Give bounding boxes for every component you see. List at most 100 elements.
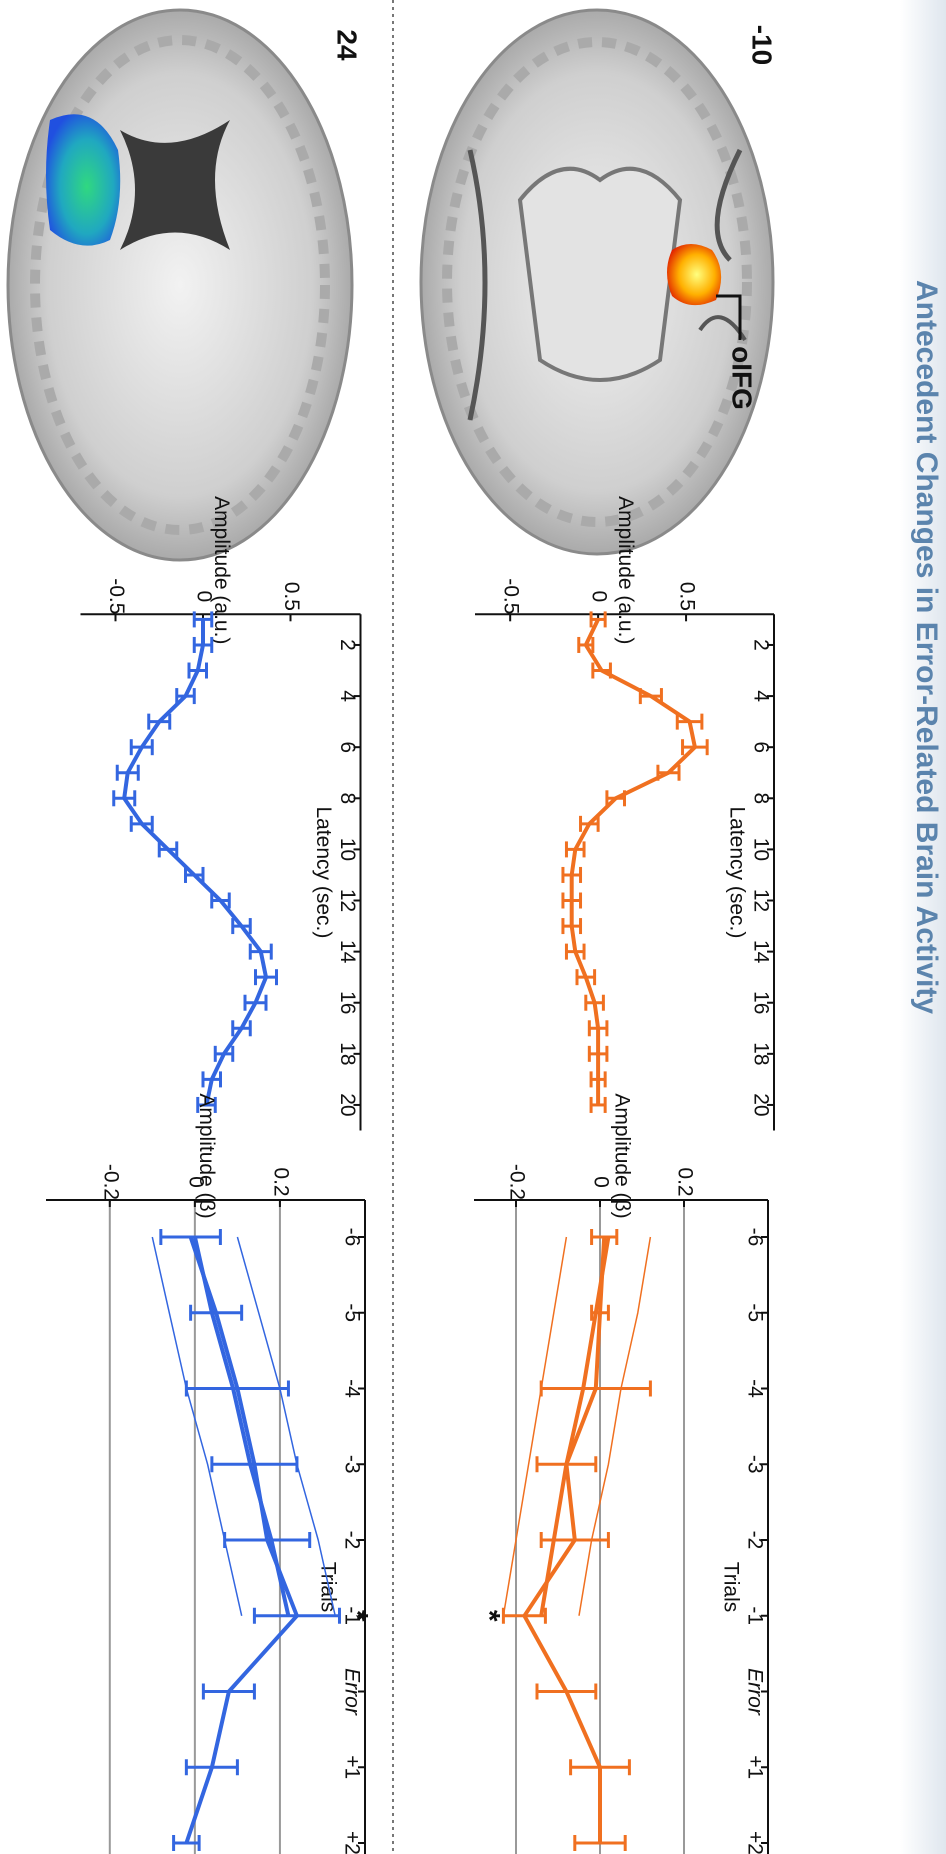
error-bar <box>681 739 709 756</box>
error-bar <box>192 636 214 653</box>
error-bar <box>159 1229 222 1245</box>
y-tick-label: 0.5 <box>676 582 699 611</box>
error-bar <box>564 841 586 858</box>
error-bar <box>577 636 595 653</box>
series-line <box>569 618 697 1105</box>
x-tick-label: 4 <box>336 690 359 702</box>
series-line <box>539 1236 611 1617</box>
title-strip <box>900 0 946 1854</box>
x-tick-label: 2 <box>749 639 772 651</box>
y-tick-label: 0 <box>588 590 611 602</box>
x-tick-label: 14 <box>749 940 772 964</box>
series-line <box>192 1236 291 1617</box>
x-tick-label: -2 <box>340 1531 363 1550</box>
x-tick-label: 4 <box>749 690 772 702</box>
x-tick-label: 10 <box>749 838 772 861</box>
error-bar <box>231 1020 252 1037</box>
x-tick-label: -5 <box>743 1303 766 1322</box>
error-bar <box>575 969 597 986</box>
x-tick-label: 6 <box>749 741 772 753</box>
error-bar <box>210 892 231 909</box>
x-tick-label: 8 <box>336 792 359 804</box>
error-bar <box>656 764 681 781</box>
error-bar <box>129 815 154 832</box>
activation-blob <box>46 114 121 246</box>
error-bar <box>535 1683 598 1700</box>
error-bar <box>589 611 607 628</box>
x-tick-label: 10 <box>336 838 359 861</box>
x-tick-label: -5 <box>340 1303 363 1322</box>
error-bar <box>561 918 583 935</box>
y-tick-label: -0.2 <box>505 1164 528 1200</box>
error-bar <box>590 1229 619 1245</box>
error-bar <box>587 1020 609 1037</box>
error-bar <box>201 1071 222 1088</box>
error-bar <box>129 739 154 756</box>
x-tick-label: 2 <box>336 639 359 651</box>
x-tick-label: 6 <box>336 741 359 753</box>
error-bar <box>561 866 583 883</box>
y-tick-label: 0.5 <box>280 582 303 611</box>
error-bar <box>254 969 278 986</box>
series-line <box>122 619 268 1106</box>
error-bar <box>201 1683 256 1700</box>
error-bar <box>252 1607 341 1624</box>
error-bar <box>638 688 663 705</box>
y-tick-label: 0.2 <box>673 1167 696 1196</box>
x-axis-title: Trials <box>316 1562 339 1613</box>
x-tick-label: Error <box>743 1668 766 1716</box>
x-tick-label: Error <box>340 1668 363 1716</box>
error-bar <box>187 662 208 679</box>
series-line <box>502 1236 568 1616</box>
y-tick-label: -0.5 <box>105 578 128 614</box>
slice-label: 24 <box>332 29 363 61</box>
x-tick-label: -3 <box>743 1455 766 1474</box>
error-bar <box>115 764 140 781</box>
x-tick-label: +2 <box>340 1831 363 1854</box>
x-tick-label: +1 <box>340 1755 363 1779</box>
region-label: oIFG <box>727 346 758 410</box>
error-bar <box>564 943 586 960</box>
x-axis-title: Latency (sec.) <box>725 806 748 938</box>
error-bar <box>605 790 626 807</box>
x-tick-label: +1 <box>743 1755 766 1779</box>
y-axis-title: Amplitude (β) <box>195 1093 218 1218</box>
x-tick-label: +2 <box>743 1831 766 1854</box>
y-axis-title: Amplitude (a.u.) <box>210 496 233 644</box>
error-bar <box>147 713 172 730</box>
error-bar <box>213 1045 235 1062</box>
y-tick-label: 0.2 <box>269 1167 292 1196</box>
error-bar <box>591 662 612 679</box>
series-line <box>578 1236 652 1616</box>
error-bar <box>589 1071 607 1088</box>
error-bar <box>184 866 205 883</box>
error-bar <box>561 892 583 909</box>
y-tick-label: 0 <box>184 1176 207 1188</box>
error-bar <box>573 1835 627 1851</box>
error-bar <box>248 943 273 960</box>
x-tick-label: -1 <box>340 1606 363 1625</box>
x-tick-label: 12 <box>749 889 772 912</box>
error-bar <box>175 688 196 705</box>
x-axis-title: Trials <box>719 1562 742 1613</box>
error-bar <box>569 1759 631 1776</box>
error-bar <box>192 611 214 628</box>
x-tick-label: -3 <box>340 1455 363 1474</box>
x-tick-label: -4 <box>743 1379 766 1398</box>
error-bar <box>584 994 605 1011</box>
x-tick-label: 12 <box>336 889 359 912</box>
activation-blob <box>667 244 722 306</box>
y-tick-label: -0.5 <box>500 578 523 614</box>
x-tick-label: -4 <box>340 1379 363 1398</box>
annotation: * <box>472 1610 505 1622</box>
x-tick-label: 16 <box>749 991 772 1014</box>
error-bar <box>675 713 704 730</box>
x-tick-label: 20 <box>749 1093 772 1116</box>
error-bar <box>579 815 600 832</box>
x-axis-title: Latency (sec.) <box>312 806 335 938</box>
x-tick-label: -6 <box>743 1228 766 1247</box>
x-tick-label: -6 <box>340 1228 363 1247</box>
y-tick-label: 0 <box>192 590 215 602</box>
x-tick-label: 14 <box>336 940 359 964</box>
